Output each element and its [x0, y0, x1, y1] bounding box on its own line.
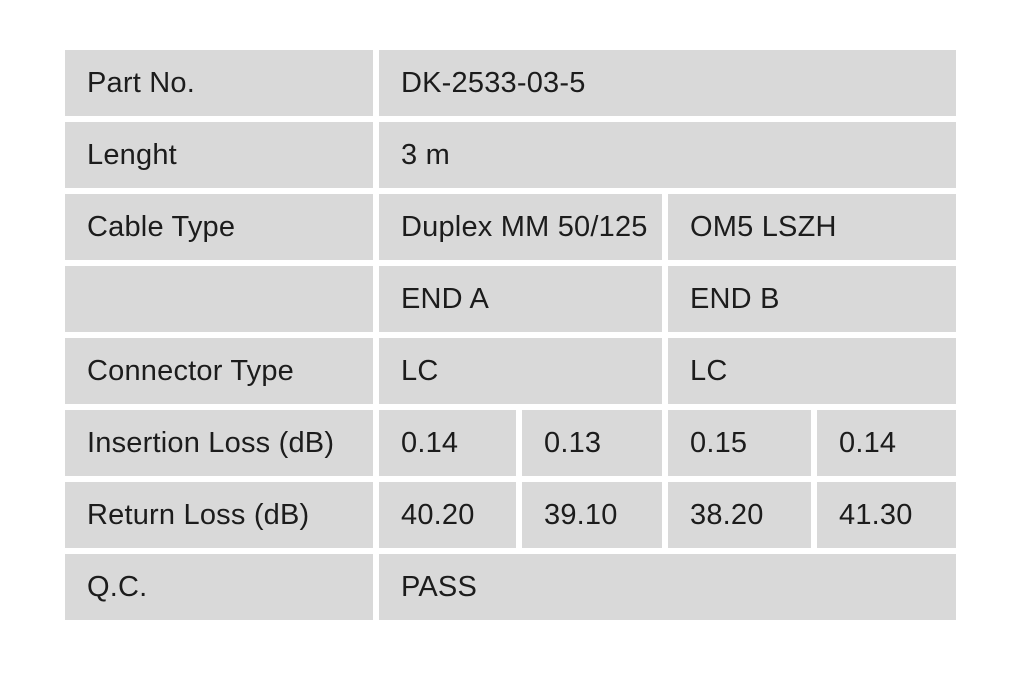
cell-part-no-0: Part No.	[65, 50, 373, 116]
cell-length-1: 3 m	[379, 122, 956, 188]
table-row-return-loss: Return Loss (dB) 40.20 39.10 38.20 41.30	[65, 482, 956, 548]
cell-return-loss-0: Return Loss (dB)	[65, 482, 373, 548]
cell-cable-type-2: OM5 LSZH	[668, 194, 956, 260]
spec-table: Part No. DK-2533-03-5 Lenght 3 m Cable Type D…	[59, 44, 962, 626]
cell-connector-type-1: LC	[379, 338, 662, 404]
cell-connector-type-0: Connector Type	[65, 338, 373, 404]
cell-insertion-loss-1: 0.14	[379, 410, 516, 476]
cell-return-loss-1: 40.20	[379, 482, 516, 548]
cell-insertion-loss-4: 0.14	[817, 410, 956, 476]
cell-ends-header-1: END A	[379, 266, 662, 332]
cell-return-loss-3: 38.20	[668, 482, 811, 548]
table-row-qc: Q.C. PASS	[65, 554, 956, 620]
cell-qc-0: Q.C.	[65, 554, 373, 620]
spec-table-body: Part No. DK-2533-03-5 Lenght 3 m Cable Type D…	[65, 50, 956, 620]
table-row-ends-header: END A END B	[65, 266, 956, 332]
cell-return-loss-4: 41.30	[817, 482, 956, 548]
table-row-cable-type: Cable Type Duplex MM 50/125 OM5 LSZH	[65, 194, 956, 260]
cell-length-0: Lenght	[65, 122, 373, 188]
table-row-part-no: Part No. DK-2533-03-5	[65, 50, 956, 116]
table-row-insertion-loss: Insertion Loss (dB) 0.14 0.13 0.15 0.14	[65, 410, 956, 476]
cell-insertion-loss-3: 0.15	[668, 410, 811, 476]
table-row-length: Lenght 3 m	[65, 122, 956, 188]
cell-part-no-1: DK-2533-03-5	[379, 50, 956, 116]
table-row-connector-type: Connector Type LC LC	[65, 338, 956, 404]
cell-ends-header-2: END B	[668, 266, 956, 332]
cell-return-loss-2: 39.10	[522, 482, 662, 548]
cell-insertion-loss-2: 0.13	[522, 410, 662, 476]
cell-insertion-loss-0: Insertion Loss (dB)	[65, 410, 373, 476]
cell-qc-1: PASS	[379, 554, 956, 620]
cell-cable-type-1: Duplex MM 50/125	[379, 194, 662, 260]
cell-ends-header-0	[65, 266, 373, 332]
cell-cable-type-0: Cable Type	[65, 194, 373, 260]
cell-connector-type-2: LC	[668, 338, 956, 404]
